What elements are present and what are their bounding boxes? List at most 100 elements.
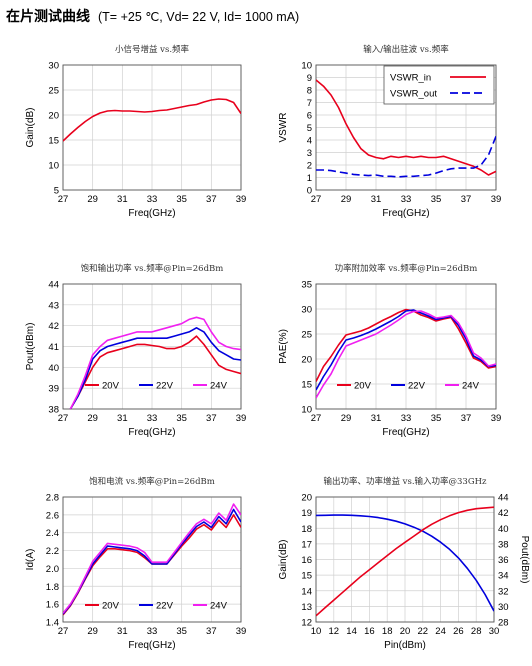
x-tick-label: 18	[382, 626, 393, 637]
y-tick-label: 19	[301, 508, 312, 519]
y-tick-label: 7	[307, 98, 312, 109]
x-axis-label: Freq(GHz)	[382, 427, 429, 438]
y-tick-label: 39	[48, 384, 59, 395]
chart-title: 饱和电流 vs.频率@Pin=26dBm	[89, 476, 215, 487]
x-tick-label: 33	[147, 626, 158, 637]
legend-label: 22V	[156, 601, 174, 612]
x-tick-label: 31	[117, 626, 128, 637]
x-tick-label: 16	[364, 626, 375, 637]
x-tick-label: 28	[471, 626, 482, 637]
x-tick-label: 20	[400, 626, 411, 637]
x-tick-label: 37	[461, 413, 472, 424]
series-line-3	[69, 316, 241, 409]
series-line-1	[316, 79, 496, 176]
series-line-1	[63, 98, 241, 142]
plot-frame	[62, 496, 242, 623]
legend-label: 24V	[462, 381, 480, 392]
y2-tick-label: 42	[498, 508, 509, 519]
y-tick-label: 25	[48, 86, 59, 97]
y-tick-label: 14	[301, 586, 312, 597]
y-tick-label: 2	[307, 161, 312, 172]
y2-tick-label: 38	[498, 539, 509, 550]
y-tick-label: 5	[54, 186, 59, 197]
y-tick-label: 40	[48, 363, 59, 374]
x-tick-label: 33	[147, 194, 158, 205]
x-tick-label: 35	[176, 626, 187, 637]
y-tick-label: 10	[301, 61, 312, 72]
chart-title: 饱和输出功率 vs.频率@Pin=26dBm	[81, 263, 224, 274]
x-tick-label: 31	[117, 194, 128, 205]
y-tick-label: 10	[301, 405, 312, 416]
chart-4: 27 29 31 33 35 37 39 10 15 20 25 30 35 功率附加效率 vs.频率@P…	[278, 263, 501, 438]
legend-label: 22V	[408, 381, 426, 392]
x-tick-label: 39	[491, 413, 502, 424]
x-tick-label: 31	[117, 413, 128, 424]
y2-tick-label: 40	[498, 524, 509, 535]
y-tick-label: 30	[301, 305, 312, 316]
x-tick-label: 14	[346, 626, 357, 637]
x-tick-label: 39	[236, 626, 247, 637]
y-axis-label: PAE(%)	[278, 329, 289, 364]
y-tick-label: 30	[48, 61, 59, 72]
legend-label: 22V	[156, 381, 174, 392]
x-tick-label: 22	[418, 626, 429, 637]
plot-frame	[315, 496, 495, 623]
plot-frame	[62, 64, 242, 191]
series-line-1	[316, 308, 496, 382]
y-tick-label: 2.4	[46, 528, 59, 539]
plot-frame	[62, 283, 242, 410]
x-tick-label: 37	[461, 194, 472, 205]
x-axis-label: Freq(GHz)	[128, 640, 175, 651]
x-tick-label: 24	[435, 626, 446, 637]
legend-label: 24V	[210, 381, 228, 392]
y-tick-label: 2.2	[46, 546, 59, 557]
x-tick-label: 27	[58, 626, 69, 637]
y2-tick-label: 30	[498, 602, 509, 613]
y-tick-label: 0	[307, 186, 312, 197]
chart-6: 10 12 14 16 18 20 22 24 26 28 30121314151617181920…	[278, 476, 530, 651]
y2-tick-label: 36	[498, 555, 509, 566]
x-tick-label: 12	[329, 626, 340, 637]
x-tick-label: 29	[87, 413, 98, 424]
y-tick-label: 2.8	[46, 493, 59, 504]
y-tick-label: 1	[307, 173, 312, 184]
y-tick-label: 12	[301, 618, 312, 629]
x-tick-label: 29	[87, 194, 98, 205]
y-tick-label: 15	[48, 136, 59, 147]
legend-label: 20V	[102, 601, 120, 612]
y-tick-label: 16	[301, 555, 312, 566]
x-tick-label: 33	[401, 194, 412, 205]
chart-1: 27 29 31 33 35 37 39 5 10 15 20 25 30 小信号增益 vs.频率 Freq…	[25, 44, 246, 219]
series-line-2	[316, 136, 496, 178]
chart-2: 27 29 31 33 35 37 39 0 12 34 56 78 910 输入/输出驻波 vs.频率 F…	[278, 44, 501, 219]
y-tick-label: 38	[48, 405, 59, 416]
y-tick-label: 1.6	[46, 600, 59, 611]
x-tick-label: 29	[87, 626, 98, 637]
chart-title: 输出功率、功率增益 vs.输入功率@33GHz	[323, 476, 487, 487]
x-tick-label: 35	[176, 413, 187, 424]
y-tick-label: 1.4	[46, 618, 59, 629]
x-tick-label: 39	[491, 194, 502, 205]
chart-title: 功率附加效率 vs.频率@Pin=26dBm	[335, 263, 478, 274]
y-axis-label: Gain(dB)	[278, 539, 289, 579]
x-axis-label: Freq(GHz)	[128, 208, 175, 219]
x-tick-label: 35	[431, 413, 442, 424]
plot-frame	[315, 283, 497, 410]
x-tick-label: 26	[453, 626, 464, 637]
x-axis-label: Freq(GHz)	[128, 427, 175, 438]
x-tick-label: 39	[236, 194, 247, 205]
y-axis-label: Id(A)	[25, 549, 36, 571]
y-tick-label: 2.0	[46, 564, 59, 575]
y-tick-label: 3	[307, 148, 312, 159]
chart-5: 27 29 31 33 35 37 39 1.4 1.6 1.8 2.0 2.2 2.4 2.6 2.8 饱和…	[25, 476, 246, 651]
y-tick-label: 20	[301, 493, 312, 504]
y-axis-label: Gain(dB)	[25, 107, 36, 147]
y-tick-label: 1.8	[46, 582, 59, 593]
y-tick-label: 42	[48, 321, 59, 332]
legend-label: VSWR_in	[390, 73, 431, 84]
y-tick-label: 10	[48, 161, 59, 172]
x-tick-label: 33	[401, 413, 412, 424]
y-tick-label: 20	[301, 355, 312, 366]
x-axis-label: Pin(dBm)	[384, 640, 426, 651]
